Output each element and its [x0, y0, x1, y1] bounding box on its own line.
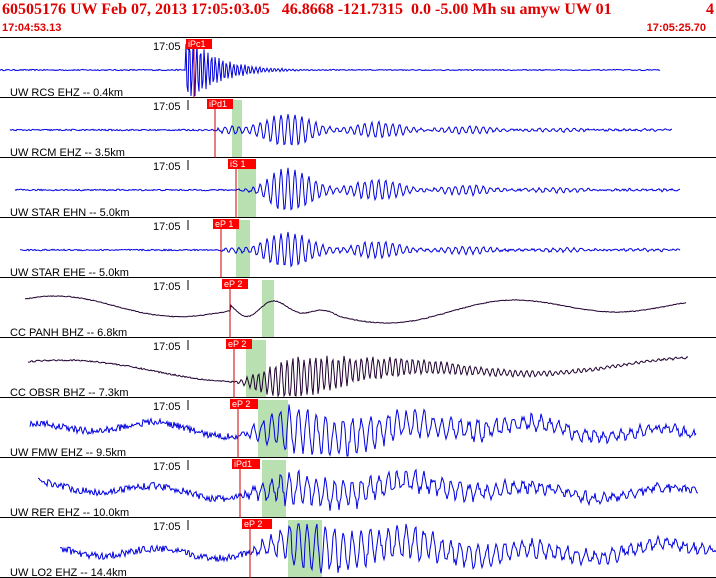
station-label: UW RCM EHZ -- 3.5km — [10, 147, 125, 159]
pick-marker[interactable] — [228, 159, 256, 169]
trace-row: 17:05 iS 1 UW STAR EHN -- 5.0km — [0, 159, 716, 219]
station-label: UW RER EHZ -- 10.0km — [10, 507, 129, 519]
event-title: 60505176 UW Feb 07, 2013 17:05:03.05 46.… — [2, 1, 612, 18]
minute-label: 17:05 — [153, 41, 181, 53]
waveform — [9, 114, 672, 146]
pick-marker[interactable] — [213, 219, 239, 229]
minute-label: 17:05 — [153, 461, 181, 473]
waveform — [14, 167, 681, 211]
pick-label: eP 2 — [224, 279, 242, 289]
pick-label: iPc1 — [188, 39, 206, 49]
pick-label: eP 2 — [244, 519, 262, 529]
station-label: UW RCS EHZ -- 0.4km — [10, 87, 123, 99]
pick-label: eP 1 — [215, 219, 233, 229]
trace-row: 17:05 iPd1 UW RCM EHZ -- 3.5km — [0, 99, 716, 159]
trace-row: 17:05 eP 2 UW LO2 EHZ -- 14.4km — [0, 519, 716, 578]
minute-label: 17:05 — [153, 401, 181, 413]
pick-marker[interactable] — [222, 279, 248, 289]
minute-label: 17:05 — [153, 101, 181, 113]
waveform — [59, 523, 716, 574]
pick-marker[interactable] — [207, 99, 233, 109]
waveform — [0, 43, 661, 97]
trace-row: 17:05 eP 2 CC PANH BHZ -- 6.8km — [0, 279, 716, 339]
trace-rows: 17:05 iPc1 UW RCS EHZ -- 0.4km 17:05 iPd1 UW … — [0, 39, 716, 578]
pick-label: iS 1 — [230, 159, 246, 169]
window-start-time: 17:04:53.13 — [2, 22, 62, 34]
waveform — [24, 295, 687, 324]
trace-row: 17:05 iPd1 UW RER EHZ -- 10.0km — [0, 459, 716, 519]
arrival-band — [262, 280, 274, 338]
pick-label: eP 2 — [232, 399, 250, 409]
trace-row: 17:05 eP 1 UW STAR EHE -- 5.0km — [0, 219, 716, 279]
waveform — [27, 355, 689, 398]
station-label: UW FMW EHZ -- 9.5km — [10, 447, 126, 459]
seismogram-panel: 17:05 iPc1 UW RCS EHZ -- 0.4km 17:05 iPd1 UW … — [0, 39, 716, 578]
record-header: 60505176 UW Feb 07, 2013 17:05:03.05 46.… — [0, 0, 716, 38]
waveform — [29, 404, 697, 457]
pick-marker[interactable] — [232, 459, 260, 469]
trace-row: 17:05 eP 2 UW FMW EHZ -- 9.5km — [0, 399, 716, 459]
minute-label: 17:05 — [153, 281, 181, 293]
pick-label: iPd1 — [209, 99, 227, 109]
station-label: CC PANH BHZ -- 6.8km — [10, 327, 127, 339]
trace-row: 17:05 iPc1 UW RCS EHZ -- 0.4km — [0, 39, 716, 99]
minute-label: 17:05 — [153, 341, 181, 353]
waveform — [19, 231, 681, 268]
arrival-band — [238, 160, 256, 218]
minute-label: 17:05 — [153, 161, 181, 173]
pick-marker[interactable] — [242, 519, 272, 529]
header-divider — [0, 37, 716, 38]
pick-marker[interactable] — [230, 399, 258, 409]
station-label: CC OBSR BHZ -- 7.3km — [10, 387, 129, 399]
arrival-band — [232, 100, 242, 158]
pick-marker[interactable] — [226, 339, 252, 349]
station-label: UW STAR EHN -- 5.0km — [10, 207, 130, 219]
arrival-bands — [232, 100, 322, 578]
arrival-band — [236, 220, 250, 278]
pick-label: iPd1 — [234, 459, 252, 469]
station-label: UW STAR EHE -- 5.0km — [10, 267, 129, 279]
page-number: 4 — [706, 1, 714, 18]
pick-marker[interactable] — [186, 39, 212, 49]
waveform — [37, 468, 699, 511]
minute-label: 17:05 — [153, 221, 181, 233]
trace-row: 17:05 eP 2 CC OBSR BHZ -- 7.3km — [0, 339, 716, 399]
arrival-band — [258, 400, 288, 458]
minute-label: 17:05 — [153, 521, 181, 533]
station-label: UW LO2 EHZ -- 14.4km — [10, 567, 127, 578]
window-end-time: 17:05:25.70 — [646, 22, 706, 34]
pick-label: eP 2 — [228, 339, 246, 349]
